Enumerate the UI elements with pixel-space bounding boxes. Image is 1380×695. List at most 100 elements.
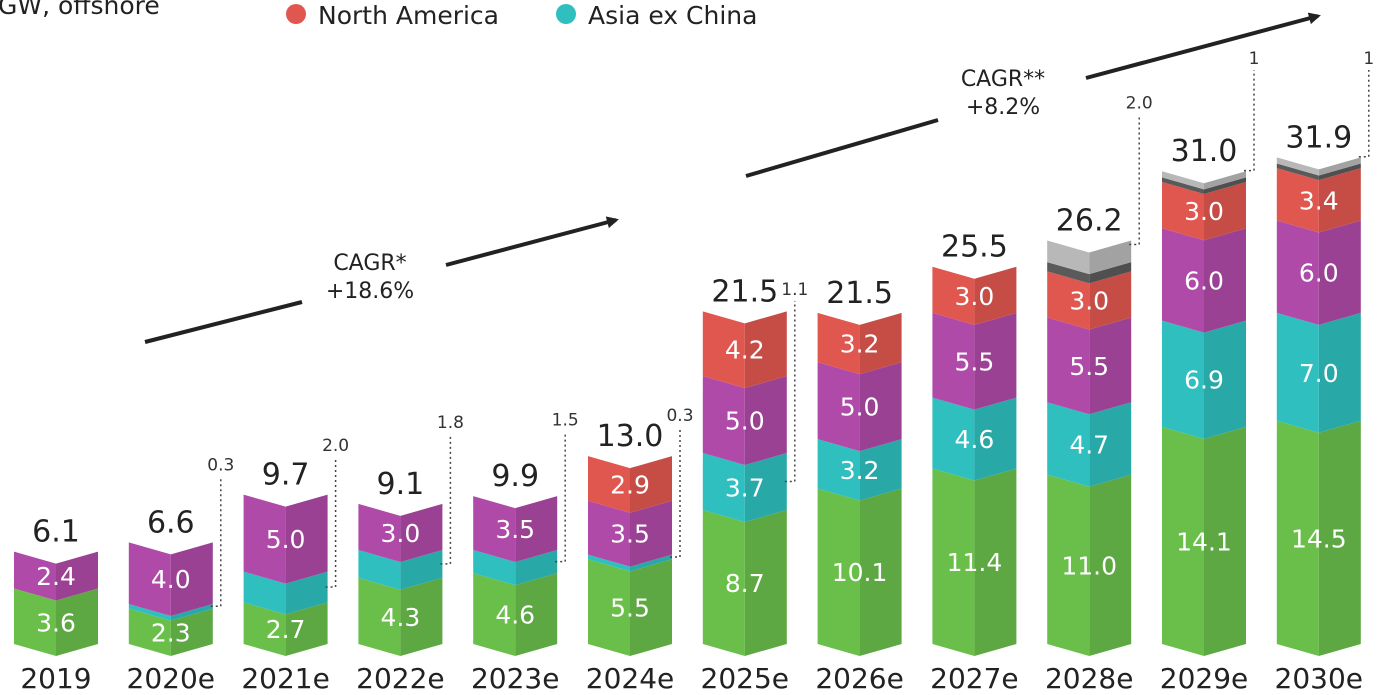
cagr-annotation-1: CAGR* +18.6% <box>144 216 619 344</box>
legend-label-north-america: North America <box>318 1 499 30</box>
bar-2028e-segment-5-right <box>1089 240 1132 275</box>
bar-2023e-segment-2-label: 3.5 <box>495 515 535 544</box>
bar-2025e-segment-0-right <box>744 510 787 656</box>
category-label-2027e: 2027e <box>930 662 1018 695</box>
bar-2020e-segment-0-right <box>170 608 213 656</box>
bar-2029e-segment-1-label: 6.9 <box>1184 366 1224 395</box>
bar-2022e-segment-1-left <box>358 550 401 590</box>
bar-2025e-total-label: 21.5 <box>711 274 778 309</box>
bar-2023e-total-label: 9.9 <box>491 459 539 494</box>
bar-2025e-segment-2-label: 5.0 <box>725 407 765 436</box>
bar-2019-segment-2-left <box>14 551 56 601</box>
bar-2026e-segment-0-label: 10.1 <box>832 558 888 587</box>
bar-2027e-segment-3-left <box>932 266 975 325</box>
bar-2027e-segment-0-left <box>932 468 975 656</box>
bar-2027e-total-label: 25.5 <box>941 230 1008 265</box>
bar-2026e-segment-3-right <box>859 312 902 375</box>
bar-2025e-segment-1-label: 3.7 <box>725 474 765 503</box>
cagr-arrow-2-tail <box>745 118 939 178</box>
cagr-2-value: +8.2% <box>966 95 1040 120</box>
callout-1-label: 2.0 <box>322 436 349 456</box>
bar-2030e-segment-5-right <box>1318 157 1361 176</box>
bar-2028e-segment-1-right <box>1089 402 1132 487</box>
bar-2024e-segment-1-left <box>588 554 630 572</box>
cagr-arrow-1-head <box>445 216 619 267</box>
unit-label: GW, offshore <box>0 0 160 20</box>
bar-2029e-segment-3-left <box>1162 182 1204 241</box>
category-label-2028e: 2028e <box>1045 662 1133 695</box>
bar-2027e-segment-1-label: 4.6 <box>955 425 995 454</box>
callout-5-label: 1.1 <box>781 280 808 300</box>
bar-2021e-segment-2-left <box>243 494 286 584</box>
bar-2028e-segment-4-left <box>1047 262 1090 284</box>
callout-0-label: 0.3 <box>207 455 234 475</box>
bar-2021e-segment-2-right <box>285 494 328 584</box>
bar-2026e-segment-2-left <box>817 362 860 452</box>
bar-2024e-segment-0-right <box>630 559 672 656</box>
callout-5-leader <box>784 300 796 483</box>
bar-2020e-segment-2-left <box>128 542 171 616</box>
bar-2028e-segment-1-label: 4.7 <box>1069 430 1109 459</box>
bar-2028e-segment-3-right <box>1089 271 1132 330</box>
bar-2030e-segment-0-label: 14.5 <box>1291 524 1347 553</box>
bar-2022e-segment-0-right <box>400 577 443 656</box>
category-label-2022e: 2022e <box>356 662 444 695</box>
category-label-2029e: 2029e <box>1160 662 1248 695</box>
bar-2025e-segment-3-right <box>744 311 787 389</box>
bar-2027e-segment-1-right <box>974 397 1017 481</box>
legend-label-asia-ex-china: Asia ex China <box>588 1 757 30</box>
bar-2020e-segment-1-right <box>170 603 213 621</box>
bar-2029e-segment-4-left <box>1162 177 1204 194</box>
bar-2026e-segment-0-right <box>859 488 902 656</box>
bar-2029e-segment-5-left <box>1162 171 1204 190</box>
callout-7-leader <box>1244 70 1255 172</box>
bar-2026e-segment-1-right <box>859 439 902 501</box>
callout-2-leader <box>440 433 452 565</box>
bar-2028e-segment-4-right <box>1089 262 1132 284</box>
bar-2029e-segment-4-right <box>1204 177 1246 194</box>
bar-2023e-segment-0-label: 4.6 <box>495 601 535 630</box>
bar-2030e-segment-2-label: 6.0 <box>1299 259 1339 288</box>
bar-2024e-segment-0-label: 5.5 <box>610 594 650 623</box>
bar-2028e-segment-1-left <box>1047 402 1090 487</box>
bar-2025e-segment-0-left <box>702 510 745 656</box>
bar-2022e-total-label: 9.1 <box>377 467 425 502</box>
bar-2021e-segment-1-left <box>243 571 286 615</box>
bar-2024e-segment-3-label: 2.9 <box>610 470 650 499</box>
bar-2029e-segment-1-right <box>1204 320 1246 439</box>
callout-6-label: 2.0 <box>1126 94 1153 114</box>
bar-2030e-segment-1-label: 7.0 <box>1299 359 1339 388</box>
bar-2030e-segment-0-right <box>1318 420 1361 656</box>
bar-2029e-segment-5-right <box>1204 171 1246 190</box>
bar-2023e-segment-2-right <box>515 496 558 563</box>
bar-2020e-total-label: 6.6 <box>147 505 195 540</box>
bar-2025e-segment-2-left <box>702 376 745 466</box>
bar-2030e-segment-1-left <box>1276 312 1319 433</box>
bar-2026e-segment-3-label: 3.2 <box>840 330 880 359</box>
bar-2030e-segment-1-right <box>1318 312 1361 433</box>
bar-2029e-segment-1-left <box>1162 320 1204 439</box>
bar-2022e-segment-2-right <box>400 503 443 563</box>
bar-2030e-segment-3-right <box>1318 168 1361 233</box>
bar-2026e-segment-2-right <box>859 362 902 452</box>
bar-2030e-segment-2-right <box>1318 220 1361 325</box>
category-label-2030e: 2030e <box>1275 662 1363 695</box>
bar-2022e-segment-0-label: 4.3 <box>381 603 421 632</box>
bar-2028e-segment-0-label: 11.0 <box>1061 551 1117 580</box>
bar-2026e-segment-3-left <box>817 312 860 375</box>
bar-2028e-total-label: 26.2 <box>1056 204 1123 239</box>
bar-2029e-segment-0-right <box>1204 426 1246 656</box>
bar-2022e-segment-2-left <box>358 503 401 563</box>
bar-2026e-segment-2-label: 5.0 <box>840 393 880 422</box>
bar-2026e-segment-1-label: 3.2 <box>840 456 880 485</box>
bar-2023e-segment-2-left <box>473 496 516 563</box>
category-label-2024e: 2024e <box>586 662 674 695</box>
bar-2021e-segment-0-left <box>243 602 286 656</box>
bar-2025e-segment-1-left <box>702 453 745 523</box>
category-label-2023e: 2023e <box>471 662 559 695</box>
category-label-2026e: 2026e <box>815 662 903 695</box>
callout-3-label: 1.5 <box>552 411 579 431</box>
bar-2019-segment-2-right <box>56 551 98 601</box>
cagr-1-value: +18.6% <box>326 279 414 304</box>
